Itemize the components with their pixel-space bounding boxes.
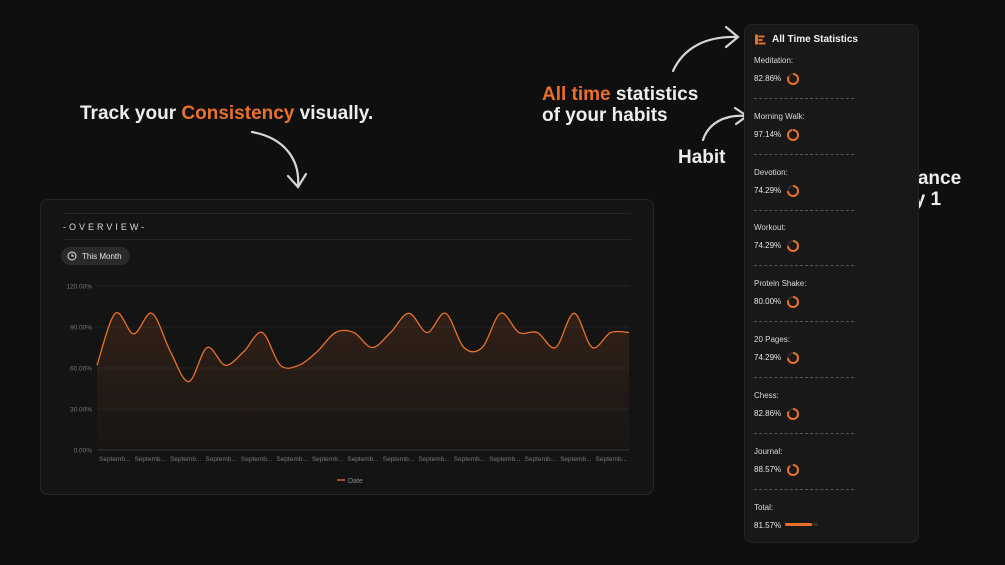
y-tick-label: 90.00%: [70, 325, 92, 332]
x-tick-label: Septemb...: [347, 456, 379, 463]
series-area: [97, 312, 629, 450]
progress-ring-icon: [787, 240, 799, 253]
headline: Track your Consistency visually.: [80, 103, 373, 125]
x-tick-label: Septemb...: [418, 456, 450, 463]
x-tick-label: Septemb...: [454, 456, 486, 463]
arrow-to-stats-title-head-icon: [724, 25, 740, 49]
progress-ring-icon: [787, 407, 799, 420]
stat-divider: [754, 98, 854, 99]
x-tick-label: Septemb...: [205, 456, 237, 463]
y-tick-label: 120.00%: [66, 284, 92, 291]
callout-all-time: All time statistics of your habits: [542, 84, 698, 126]
progress-ring-icon: [787, 296, 799, 309]
stat-value: 74.29%: [754, 353, 782, 362]
callout-all-time-rest: statistics: [615, 84, 699, 105]
y-tick-label: 0.00%: [74, 448, 93, 455]
progress-ring-icon: [787, 463, 799, 476]
stat-divider: [754, 209, 854, 211]
legend-label: Date: [348, 478, 363, 485]
overview-title-rule: [63, 239, 631, 240]
total-value: 81.57%: [754, 521, 782, 530]
x-tick-label: Septemb...: [134, 456, 166, 463]
stat-label: Meditation:: [754, 56, 794, 65]
total-progress-track: [785, 523, 818, 526]
headline-suffix: visually.: [299, 103, 374, 124]
x-tick-label: Septemb...: [99, 456, 131, 463]
y-tick-label: 60.00%: [70, 366, 92, 373]
arrow-to-chart-icon: [250, 130, 300, 188]
stat-value: 80.00%: [754, 297, 782, 307]
progress-ring-icon: [787, 352, 799, 364]
total-label: Total:: [754, 503, 774, 512]
x-tick-label: Septemb...: [560, 456, 592, 463]
stat-divider: [754, 153, 854, 155]
x-tick-label: Septemb...: [383, 456, 415, 463]
overview-top-rule: [63, 213, 631, 214]
x-tick-label: Septemb...: [312, 456, 344, 463]
y-tick-label: 30.00%: [70, 407, 92, 414]
stat-value: 74.29%: [754, 185, 782, 195]
stat-label: Workout:: [754, 223, 786, 233]
callout-all-time-highlight: All time: [542, 84, 611, 105]
arrow-to-chart-head-icon: [286, 172, 308, 189]
series-line: [96, 312, 630, 383]
progress-ring-icon: [787, 128, 799, 141]
progress-ring-icon: [787, 73, 799, 85]
total-progress-fill: [785, 523, 812, 526]
overview-line-chart: 120.00% 90.00% 60.00% 30.00% 0.00% Septemb..…: [66, 284, 630, 485]
stat-divider: [754, 432, 854, 434]
all-time-stats-card: All Time Statistics Meditation: 82.86% Mor…: [744, 24, 919, 543]
x-tick-label: Septemb...: [276, 456, 308, 463]
progress-ring-icon: [787, 184, 799, 197]
stats-title: All Time Statistics: [772, 34, 858, 45]
stat-label: Devotion:: [754, 167, 788, 177]
stat-label: Protein Shake:: [754, 279, 807, 289]
stat-divider: [754, 488, 854, 490]
callout-habit: Habit: [678, 147, 726, 168]
stat-value: 82.86%: [754, 74, 782, 83]
stat-label: Journal:: [754, 446, 783, 456]
stat-value: 97.14%: [754, 129, 782, 139]
stat-value: 88.57%: [754, 464, 782, 474]
x-tick-label: Septemb...: [170, 456, 202, 463]
overview-title: -OVERVIEW-: [63, 222, 148, 232]
stat-value: 82.86%: [754, 408, 782, 418]
stat-divider: [754, 321, 854, 323]
arrow-to-stats-title-icon: [671, 35, 739, 73]
stat-divider: [754, 377, 854, 378]
stat-divider: [754, 265, 854, 267]
x-tick-label: Septemb...: [489, 456, 521, 463]
stat-value: 74.29%: [754, 241, 782, 251]
x-tick-label: Septemb...: [241, 456, 273, 463]
headline-prefix: Track your: [80, 103, 177, 124]
x-tick-label: Septemb...: [525, 456, 557, 463]
stat-label: 20 Pages:: [754, 335, 791, 344]
stat-label: Chess:: [754, 390, 779, 400]
x-tick-label: Septemb...: [596, 456, 628, 463]
callout-all-time-line2: of your habits: [542, 105, 668, 126]
clock-icon: [67, 251, 77, 261]
this-month-filter[interactable]: This Month: [61, 247, 130, 265]
bar-chart-icon: [755, 34, 766, 45]
headline-highlight: Consistency: [181, 103, 295, 124]
arrow-to-habit-icon: [701, 114, 748, 142]
stat-label: Morning Walk:: [754, 111, 805, 121]
stats-header: All Time Statistics: [755, 34, 858, 45]
overview-card: -OVERVIEW- This Month 120.00% 90.00% 60.00…: [40, 199, 654, 495]
this-month-label: This Month: [82, 251, 122, 261]
